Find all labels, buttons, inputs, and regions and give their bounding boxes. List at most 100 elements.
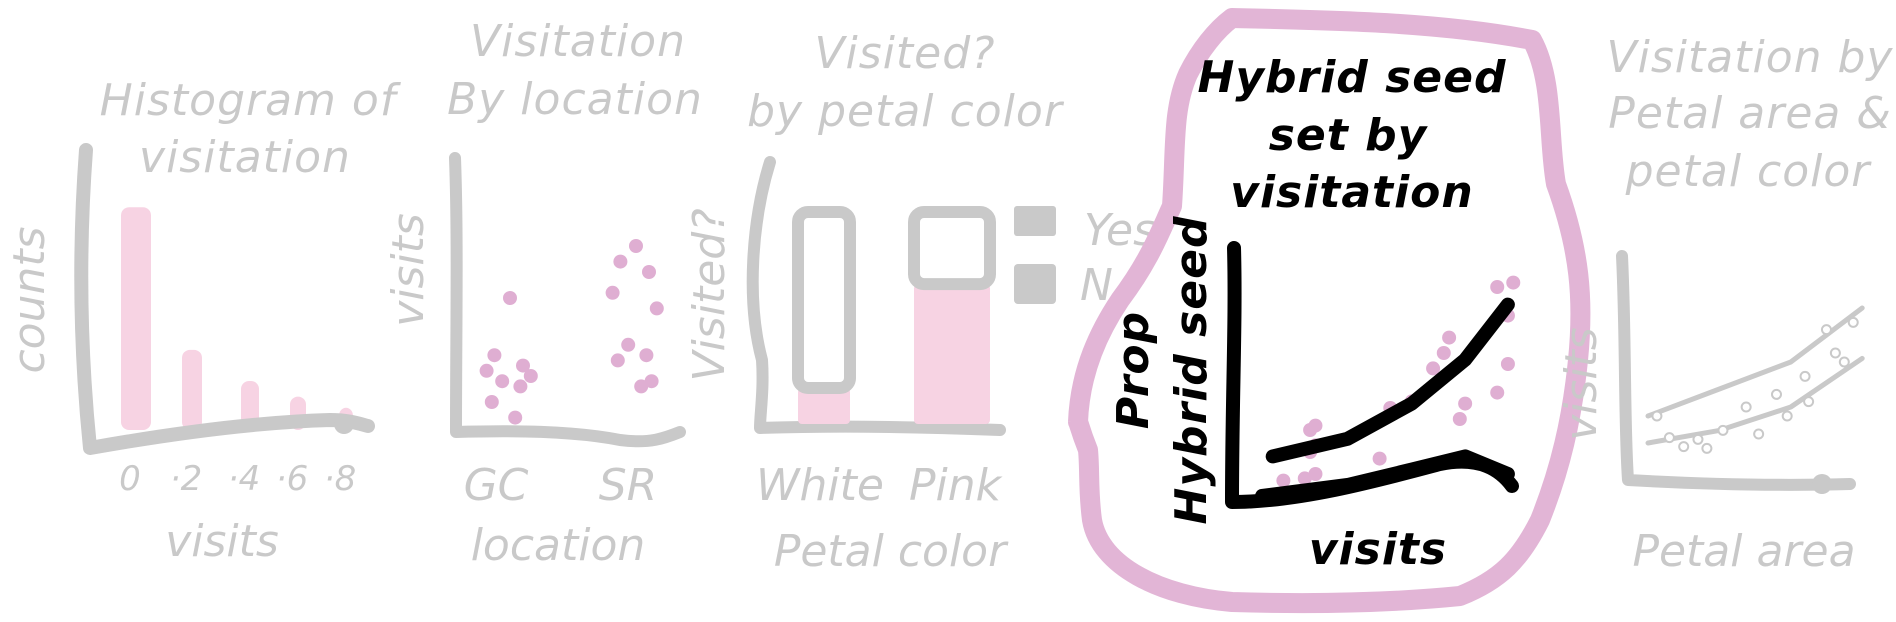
panel-location: Visitation By location visits GC SR locat… <box>383 16 703 571</box>
petal-area-title-line1: Visitation by <box>1607 32 1894 83</box>
hybrid-dot <box>1276 473 1291 488</box>
histogram-xlabel: visits <box>165 516 279 567</box>
location-ylabel: visits <box>383 213 434 327</box>
petal-area-dot <box>1678 441 1690 453</box>
hybrid-ylabel-line1: Prop <box>1108 311 1159 429</box>
panel-hybrid: Hybrid seed set by visitation Prop Hybri… <box>1068 8 1591 614</box>
petal-area-dot <box>1770 388 1782 400</box>
petal-area-dot <box>1753 428 1765 440</box>
location-title-line2: By location <box>447 74 703 125</box>
histogram-title-line2: visitation <box>139 132 351 183</box>
panel-histogram: Histogram of visitation counts 0 ·2 ·4 ·6 ·8… <box>4 75 402 567</box>
location-title-line1: Visitation <box>470 16 686 67</box>
petal-color-ticks: White Pink <box>756 460 1003 511</box>
location-dot <box>644 374 659 389</box>
hybrid-ylabel-line2: Hybrid seed <box>1166 216 1217 525</box>
hybrid-dot <box>1297 471 1312 486</box>
petal-area-dots <box>1651 316 1859 454</box>
location-dot <box>649 301 664 316</box>
location-dot <box>642 265 656 279</box>
hybrid-highlight-outline <box>1068 8 1591 614</box>
petal-color-title-line1: Visited? <box>814 28 995 79</box>
petal-color-bar-no-outline <box>792 206 856 394</box>
petal-color-bar-yes <box>914 284 990 424</box>
hybrid-dot <box>1372 451 1387 466</box>
petal-area-dot <box>1781 410 1793 422</box>
petal-area-ylabel: visits <box>1556 327 1607 441</box>
location-dot <box>629 239 643 253</box>
petal-area-dot <box>1740 401 1752 413</box>
petal-area-dot <box>1701 442 1713 454</box>
petal-area-dot <box>1803 396 1815 408</box>
petal-color-axes <box>746 156 1006 436</box>
petal-area-axes <box>1616 250 1856 491</box>
histogram-tick-label: ·6 <box>276 459 308 499</box>
petal-area-fit-line-lower <box>1645 355 1865 446</box>
hybrid-dot <box>1426 361 1441 376</box>
location-dot <box>479 363 494 378</box>
location-ticks: GC SR <box>464 460 658 511</box>
petal-color-ylabel: Visited? <box>684 208 735 381</box>
location-dot <box>610 353 625 368</box>
hybrid-dot <box>1308 418 1323 433</box>
hybrid-dot <box>1452 412 1467 426</box>
petal-color-bar-yes <box>798 387 850 424</box>
petal-area-xlabel: Petal area <box>1632 526 1855 577</box>
location-dot <box>516 358 530 373</box>
hybrid-dot <box>1442 330 1457 345</box>
petal-area-dot <box>1692 433 1704 445</box>
location-dot <box>513 379 528 394</box>
petal-area-dot <box>1717 424 1729 436</box>
location-tick-label: SR <box>599 460 658 511</box>
petal-color-xlabel: Petal color <box>774 526 1009 577</box>
petal-color-bars <box>792 206 996 424</box>
panel-petal-color: Visited? by petal color Visited? Yes N W… <box>684 28 1156 577</box>
hybrid-xlabel: visits <box>1309 524 1447 575</box>
petal-area-dot <box>1820 324 1832 336</box>
histogram-bars <box>121 207 353 430</box>
petal-color-title-line2: by petal color <box>747 86 1065 137</box>
hybrid-dots <box>1276 275 1521 488</box>
location-dot <box>487 348 502 363</box>
petal-area-title-line2: Petal area & <box>1608 88 1891 139</box>
histogram-bar <box>241 381 259 430</box>
hybrid-title-line2: set by <box>1269 110 1429 161</box>
location-dot <box>484 395 499 409</box>
petal-area-title-line3: petal color <box>1625 146 1873 197</box>
location-dot <box>523 369 538 383</box>
histogram-axis-dot <box>334 414 354 434</box>
location-dot <box>639 348 654 363</box>
petal-color-tick-label: White <box>756 460 884 511</box>
location-dot <box>613 254 628 269</box>
histogram-title-line1: Histogram of <box>100 75 402 126</box>
hybrid-dot <box>1490 385 1505 400</box>
histogram-tick-label: 0 <box>119 459 141 499</box>
petal-area-fit-line-upper <box>1645 305 1865 419</box>
hybrid-fit-lines <box>1255 297 1515 503</box>
histogram-tick-label: ·8 <box>324 459 356 499</box>
hybrid-title-line1: Hybrid seed <box>1198 52 1507 103</box>
legend-swatch-no <box>1014 264 1056 304</box>
petal-color-tick-label: Pink <box>909 460 1003 511</box>
histogram-bar <box>182 349 202 430</box>
petal-area-axis-dot <box>1812 474 1832 494</box>
hybrid-dot <box>1500 357 1515 371</box>
location-dot <box>495 374 510 389</box>
hybrid-fit-line-lower <box>1255 449 1515 503</box>
histogram-bar <box>121 207 151 430</box>
location-dot <box>508 410 523 425</box>
location-dot <box>605 285 620 300</box>
location-dot <box>634 379 649 394</box>
petal-area-dot <box>1799 370 1811 382</box>
location-dot <box>503 291 517 305</box>
hybrid-title-line3: visitation <box>1230 167 1473 218</box>
histogram-tick-label: ·4 <box>228 459 260 499</box>
histogram-tick-label: ·2 <box>170 459 202 499</box>
hybrid-dot <box>1490 280 1505 294</box>
location-dots <box>479 239 664 425</box>
panel-petal-area: Visitation by Petal area & petal color v… <box>1556 32 1894 577</box>
petal-area-dot <box>1838 356 1850 368</box>
location-axes <box>449 152 686 448</box>
histogram-ylabel: counts <box>4 226 55 373</box>
legend-swatch-yes <box>1014 206 1056 236</box>
